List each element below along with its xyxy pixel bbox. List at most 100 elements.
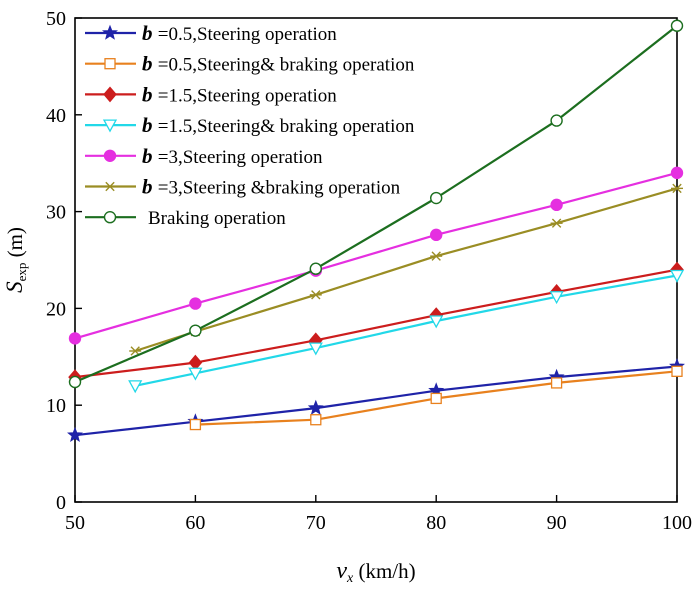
marker-circle: [670, 19, 684, 32]
series-2: [189, 365, 683, 431]
data-point: [189, 324, 202, 337]
marker-square: [550, 377, 563, 389]
data-point: [128, 380, 143, 394]
series-5: [68, 166, 684, 345]
x-tick-label: 80: [426, 512, 446, 534]
marker-star: [307, 399, 324, 415]
data-point: [309, 262, 322, 275]
data-point: [68, 332, 82, 345]
data-point: [103, 210, 117, 224]
marker-triangle-down: [669, 269, 685, 283]
marker-square: [430, 392, 442, 405]
marker-circle: [430, 191, 443, 205]
marker-triangle-down: [429, 315, 444, 329]
y-tick-label: 40: [46, 105, 66, 127]
data-point: [129, 346, 142, 356]
series-1: [67, 358, 685, 442]
marker-asterisk-stroke: [431, 251, 441, 261]
marker-square: [310, 414, 322, 426]
data-point: [104, 181, 116, 192]
legend-item: b =1.5,Steering operation: [85, 82, 337, 106]
x-tick-label: 90: [547, 512, 567, 534]
data-point: [669, 269, 685, 283]
data-point: [308, 342, 323, 356]
data-point: [309, 290, 322, 300]
data-point: [188, 354, 203, 371]
legend-label: b =1.5,Steering operation: [142, 82, 337, 106]
marker-circle: [103, 149, 117, 163]
marker-triangle-down: [308, 342, 323, 356]
data-point: [103, 149, 117, 163]
data-point: [103, 86, 117, 103]
legend-item: Braking operation: [85, 208, 286, 229]
y-tick-label: 50: [46, 8, 66, 30]
data-point: [671, 365, 683, 377]
data-point: [102, 119, 118, 133]
marker-circle: [68, 375, 82, 389]
data-point: [430, 228, 443, 242]
legend-item: b =3,Steering &braking operation: [85, 175, 401, 199]
marker-diamond: [103, 86, 117, 103]
data-point: [550, 198, 563, 212]
data-point: [189, 297, 202, 310]
marker-asterisk-stroke: [672, 183, 682, 194]
data-point: [188, 367, 203, 381]
legend-label: b =0.5,Steering operation: [142, 21, 337, 45]
data-point: [189, 418, 202, 431]
data-point: [670, 166, 684, 180]
legend-label: b =1.5,Steering& braking operation: [142, 113, 415, 137]
marker-square: [104, 58, 116, 70]
marker-star: [67, 426, 83, 442]
legend-item: b =3,Steering operation: [85, 144, 323, 168]
legend-item: b =0.5,Steering operation: [85, 21, 337, 45]
y-tick-label: 20: [46, 298, 66, 320]
legend-item: b =1.5,Steering& braking operation: [85, 113, 415, 137]
data-point: [550, 218, 563, 228]
y-tick-label: 10: [46, 395, 66, 417]
marker-diamond: [188, 354, 203, 371]
marker-asterisk-stroke: [130, 346, 140, 356]
series-line: [74, 24, 678, 384]
data-point: [670, 19, 684, 32]
marker-circle: [189, 297, 202, 310]
series-line: [74, 268, 678, 379]
marker-square: [189, 418, 202, 431]
plot-frame: [74, 17, 678, 503]
data-point: [67, 426, 83, 442]
data-point: [68, 375, 82, 389]
marker-circle: [550, 114, 563, 127]
marker-asterisk-stroke: [551, 218, 562, 228]
marker-triangle-down: [549, 291, 564, 305]
legend-label: Braking operation: [148, 208, 286, 229]
marker-star: [102, 24, 118, 40]
data-point: [550, 114, 563, 127]
marker-circle: [550, 198, 563, 212]
data-point: [550, 377, 563, 389]
x-tick-label: 60: [185, 512, 205, 534]
y-tick-label: 0: [56, 492, 66, 514]
data-point: [430, 251, 443, 261]
data-point: [430, 392, 442, 405]
data-point: [102, 24, 118, 40]
marker-circle: [309, 262, 322, 275]
marker-triangle-down: [102, 119, 118, 133]
series-4: [128, 269, 685, 394]
x-tick-label: 50: [65, 512, 85, 534]
series-7: [68, 19, 684, 389]
series-line: [74, 365, 678, 437]
legend-label: b =3,Steering &braking operation: [142, 175, 401, 199]
x-tick-label: 100: [662, 512, 692, 534]
x-axis-title: vx (km/h): [336, 558, 415, 586]
marker-asterisk-stroke: [105, 181, 115, 192]
y-axis-title: Sexp (m): [2, 227, 29, 293]
marker-square: [671, 365, 683, 377]
data-point: [429, 315, 444, 329]
marker-circle: [68, 332, 82, 345]
data-point: [549, 291, 564, 305]
marker-circle: [430, 228, 443, 242]
data-point: [310, 414, 322, 426]
marker-triangle-down: [128, 380, 143, 394]
legend-label: b =0.5,Steering& braking operation: [142, 52, 415, 76]
